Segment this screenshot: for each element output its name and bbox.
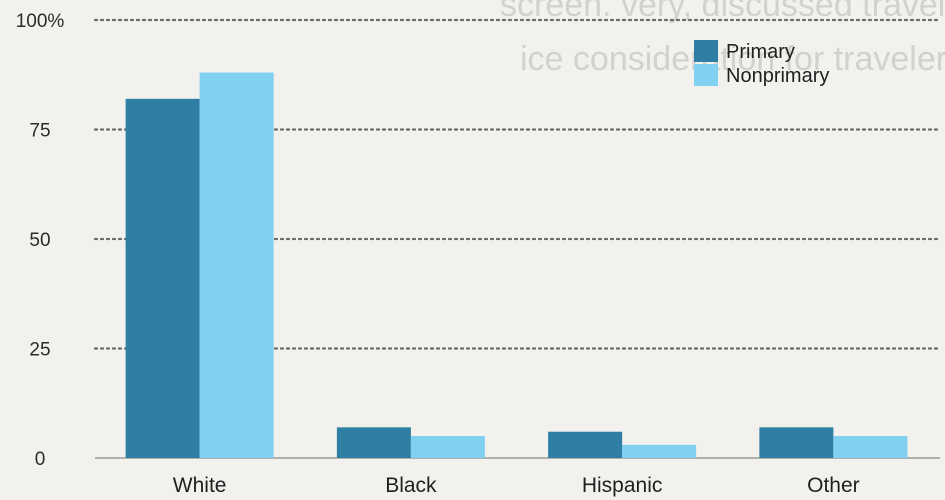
bar-nonprimary-other — [833, 436, 908, 458]
bar-primary-white — [125, 98, 200, 458]
background-heading-1: screen. very, discussed traveler — [500, 0, 945, 24]
y-tick-label: 100% — [16, 11, 65, 32]
x-tick-label: Hispanic — [582, 474, 663, 497]
y-tick-label: 25 — [29, 340, 50, 361]
legend-swatch-nonprimary — [694, 64, 718, 86]
legend-swatch-primary — [694, 40, 718, 62]
legend-label-primary: Primary — [726, 41, 795, 63]
bar-nonprimary-black — [410, 436, 485, 458]
y-tick-label: 0 — [35, 449, 46, 470]
x-tick-label: Black — [385, 474, 437, 497]
x-tick-label: White — [173, 474, 227, 497]
background-text: screen. very, discussed traveler ice con… — [500, 0, 945, 78]
y-axis: 0 25 50 75 100% — [16, 11, 65, 470]
bar-nonprimary-white — [199, 72, 274, 458]
legend-label-nonprimary: Nonprimary — [726, 65, 829, 87]
bar-primary-black — [336, 427, 411, 458]
bars — [125, 72, 908, 458]
bar-nonprimary-hispanic — [622, 444, 697, 458]
y-tick-label: 50 — [29, 230, 50, 251]
x-tick-label: Other — [807, 474, 860, 497]
bar-primary-other — [759, 427, 834, 458]
bar-primary-hispanic — [548, 431, 623, 458]
background-heading-2: ice consideration for travelers' accommo… — [520, 40, 945, 78]
x-axis: White Black Hispanic Other — [173, 474, 860, 497]
y-tick-label: 75 — [29, 121, 50, 142]
